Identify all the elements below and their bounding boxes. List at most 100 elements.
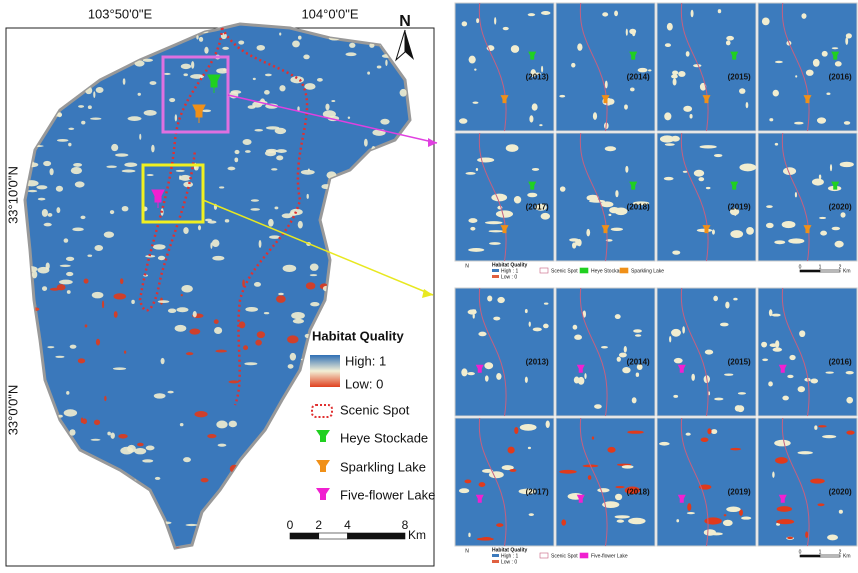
- habitat-patch: [28, 155, 32, 160]
- habitat-patch: [827, 534, 839, 541]
- habitat-patch: [179, 174, 191, 181]
- habitat-patch: [559, 94, 566, 98]
- habitat-patch: [704, 349, 714, 355]
- habitat-patch: [722, 519, 733, 527]
- habitat-patch: [92, 65, 96, 68]
- habitat-patch: [28, 489, 39, 493]
- habitat-patch: [359, 253, 366, 256]
- habitat-patch: [734, 211, 737, 216]
- habitat-patch: [41, 209, 48, 217]
- habitat-patch: [787, 536, 794, 540]
- habitat-patch: [673, 357, 683, 364]
- habitat-patch: [67, 493, 76, 502]
- legend-fiveflower-icon: [316, 488, 330, 500]
- habitat-patch: [122, 78, 126, 85]
- habitat-patch: [157, 300, 170, 304]
- habitat-patch: [80, 215, 86, 220]
- habitat-patch: [725, 301, 730, 309]
- habitat-patch: [723, 514, 727, 517]
- habitat-patch: [305, 282, 316, 290]
- habitat-patch: [131, 299, 135, 305]
- habitat-patch: [845, 33, 852, 39]
- habitat-patch: [776, 519, 795, 525]
- habitat-patch: [130, 38, 137, 42]
- habitat-patch: [207, 220, 217, 224]
- habitat-patch: [810, 478, 825, 484]
- habitat-patch: [56, 138, 69, 142]
- inset-panel: [454, 287, 555, 417]
- habitat-patch: [703, 529, 716, 536]
- habitat-patch: [107, 431, 111, 436]
- habitat-patch: [268, 218, 274, 227]
- legend-title: Habitat Quality: [312, 328, 405, 343]
- habitat-patch: [670, 135, 680, 142]
- habitat-patch: [534, 72, 541, 76]
- habitat-patch: [69, 429, 76, 436]
- scale-segment: [289, 532, 320, 540]
- habitat-patch: [324, 409, 328, 417]
- habitat-patch: [125, 524, 133, 531]
- habitat-patch: [733, 297, 738, 301]
- habitat-patch: [678, 71, 686, 77]
- habitat-patch: [37, 197, 46, 201]
- habitat-patch: [540, 11, 551, 15]
- habitat-patch: [115, 486, 121, 493]
- habitat-patch: [403, 365, 410, 372]
- habitat-patch: [839, 161, 854, 168]
- habitat-patch: [82, 418, 87, 425]
- habitat-patch: [194, 411, 208, 418]
- habitat-patch: [631, 397, 637, 404]
- habitat-patch: [138, 547, 141, 548]
- scale-bar: 0 2 4 8Km: [287, 518, 426, 542]
- habitat-patch: [106, 165, 117, 168]
- habitat-patch: [461, 21, 468, 27]
- habitat-patch: [271, 168, 278, 171]
- scale-segment: [799, 554, 821, 558]
- habitat-patch: [501, 465, 514, 471]
- habitat-patch: [297, 106, 300, 112]
- habitat-patch: [190, 74, 204, 79]
- habitat-patch: [700, 437, 709, 442]
- habitat-patch: [669, 335, 672, 343]
- habitat-patch: [532, 327, 542, 332]
- habitat-patch: [287, 335, 299, 344]
- habitat-patch: [47, 213, 53, 217]
- habitat-patch: [666, 22, 673, 31]
- year-label: (2013): [526, 357, 549, 366]
- habitat-patch: [228, 420, 237, 428]
- spot-marker: [528, 181, 537, 190]
- habitat-patch: [531, 167, 540, 171]
- habitat-patch: [385, 29, 393, 34]
- habitat-patch: [181, 285, 193, 293]
- habitat-patch: [397, 157, 408, 162]
- habitat-patch: [367, 71, 371, 75]
- habitat-patch: [390, 150, 400, 156]
- habitat-patch: [636, 363, 643, 371]
- spot-marker: [677, 494, 686, 503]
- habitat-patch: [607, 446, 616, 453]
- habitat-patch: [243, 345, 249, 351]
- spot-marker: [730, 51, 739, 60]
- habitat-patch: [222, 68, 227, 72]
- habitat-patch: [472, 101, 479, 104]
- habitat-patch: [298, 528, 305, 533]
- habitat-patch: [513, 195, 522, 204]
- habitat-patch: [648, 69, 652, 72]
- habitat-patch: [228, 380, 240, 384]
- habitat-patch: [49, 533, 60, 538]
- habitat-patch: [614, 493, 623, 501]
- legend-sparkling-icon: [316, 460, 330, 472]
- scenic-outline: [478, 2, 507, 132]
- habitat-patch: [330, 388, 341, 392]
- habitat-patch: [128, 527, 134, 532]
- habitat-patch: [119, 278, 124, 285]
- habitat-patch: [614, 207, 628, 216]
- habitat-patch: [495, 210, 514, 218]
- habitat-patch: [624, 104, 628, 110]
- habitat-patch: [300, 509, 304, 514]
- habitat-patch: [341, 541, 348, 545]
- habitat-patch: [622, 366, 631, 374]
- year-label: (2018): [627, 202, 650, 211]
- habitat-patch: [775, 457, 788, 464]
- habitat-patch: [25, 446, 35, 451]
